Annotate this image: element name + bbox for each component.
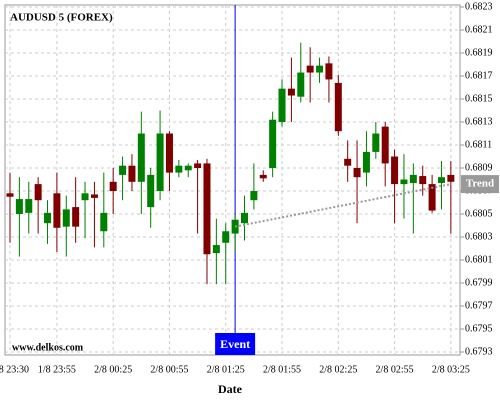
candle-body <box>269 119 277 168</box>
candle-body <box>34 184 42 201</box>
candle-body <box>62 209 70 227</box>
x-tick-label: 2/8 02:25 <box>319 364 357 375</box>
y-tick-label: 0.6815 <box>465 93 493 104</box>
trend-box <box>461 175 499 194</box>
candle-body <box>287 88 295 96</box>
candle-body <box>100 212 108 232</box>
y-tick-label: 0.6811 <box>465 139 492 150</box>
trend-label: Trend <box>466 178 494 190</box>
candle-body <box>25 199 33 213</box>
candle-body <box>362 151 370 173</box>
candle-body <box>15 199 23 214</box>
x-tick-label: 2/8 03:25 <box>432 364 470 375</box>
y-tick-label: 0.6797 <box>465 300 493 311</box>
x-tick-label: 2/8 01:55 <box>263 364 301 375</box>
candle-body <box>137 133 145 182</box>
candle-body <box>119 165 127 175</box>
x-tick-label: 1/8 23:30 <box>0 364 29 375</box>
candle-body <box>212 245 220 254</box>
x-axis-label: Date <box>218 382 243 396</box>
candle-body <box>297 72 305 97</box>
candle-body <box>447 174 455 182</box>
y-tick-label: 0.6803 <box>465 231 493 242</box>
candle-body <box>194 163 202 168</box>
candle-body <box>109 181 117 191</box>
y-tick-label: 0.6793 <box>465 346 493 357</box>
candle-body <box>128 165 136 182</box>
candle-body <box>90 194 98 198</box>
candle-body <box>250 191 258 201</box>
x-tick-label: 2/8 00:55 <box>150 364 188 375</box>
trend-line <box>234 183 452 228</box>
candle-body <box>6 193 14 197</box>
y-tick-label: 0.6823 <box>465 1 493 12</box>
candle-body <box>222 231 230 243</box>
x-tick-label: 2/8 01:25 <box>207 364 245 375</box>
candle-body <box>325 63 333 80</box>
candle-body <box>306 65 314 73</box>
candle-body <box>72 207 80 227</box>
candle-body <box>259 174 267 179</box>
candle-body <box>53 193 61 228</box>
candle-body <box>241 212 248 224</box>
y-tick-label: 0.6817 <box>465 70 493 81</box>
y-tick-label: 0.6819 <box>465 47 493 58</box>
x-tick-label: 1/8 23:55 <box>38 364 76 375</box>
y-tick-label: 0.6809 <box>465 162 493 173</box>
chart-title: AUDUSD 5 (FOREX) <box>10 12 113 24</box>
candle-body <box>428 184 436 211</box>
candle-body <box>147 174 155 208</box>
candle-body <box>437 177 445 183</box>
event-box <box>215 333 256 355</box>
candle-body <box>81 193 89 201</box>
candle-body <box>344 158 352 166</box>
y-tick-label: 0.6799 <box>465 277 493 288</box>
candle-body <box>391 156 399 185</box>
candle-body <box>175 165 183 173</box>
candle-body <box>372 133 380 152</box>
event-label: Event <box>220 337 250 351</box>
candle-body <box>156 133 164 191</box>
y-tick-label: 0.6801 <box>465 254 493 265</box>
candle-body <box>165 133 173 173</box>
candle-body <box>409 174 417 183</box>
y-tick-label: 0.6813 <box>465 116 493 127</box>
candle-body <box>381 126 389 164</box>
candle-body <box>334 82 342 132</box>
candle-body <box>203 163 211 255</box>
candle-body <box>419 176 427 185</box>
watermark: www.delkos.com <box>12 342 84 353</box>
candle-body <box>44 212 52 224</box>
y-tick-label: 0.6805 <box>465 208 493 219</box>
y-tick-label: 0.6795 <box>465 323 493 334</box>
x-tick-label: 2/8 00:25 <box>94 364 132 375</box>
candle-body <box>316 65 324 73</box>
candle-body <box>278 88 286 122</box>
candle-body <box>184 165 192 171</box>
y-tick-label: 0.6821 <box>465 24 493 35</box>
plot-area <box>4 4 461 356</box>
x-tick-label: 2/8 02:55 <box>376 364 414 375</box>
candle-body <box>400 179 408 185</box>
candle-body <box>353 168 361 178</box>
